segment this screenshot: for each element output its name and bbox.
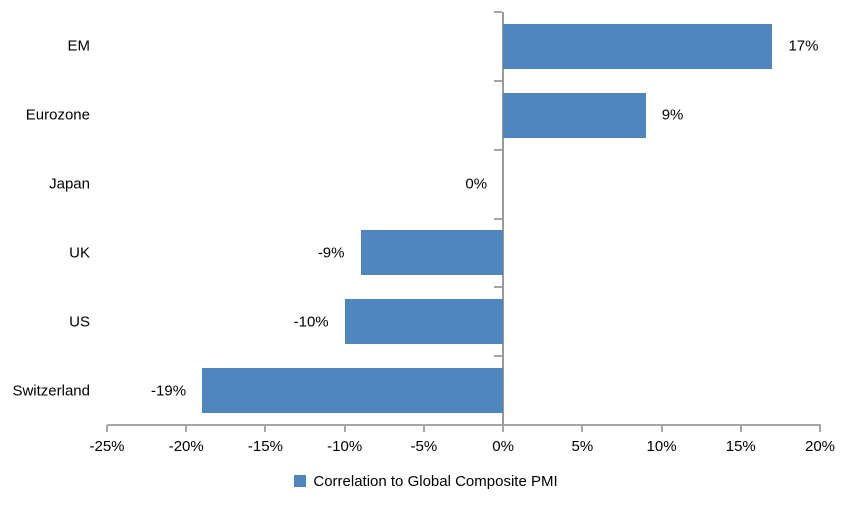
value-label: 17% <box>788 37 819 55</box>
bar <box>202 368 504 414</box>
x-axis-tick <box>106 425 108 432</box>
x-axis-line <box>107 424 821 426</box>
value-label: 9% <box>661 106 684 124</box>
bar <box>503 23 773 69</box>
x-axis-tick <box>739 425 742 432</box>
x-axis-tick <box>660 425 663 432</box>
y-axis-tick <box>494 424 503 426</box>
y-axis-tick <box>494 79 503 82</box>
bar <box>360 230 504 276</box>
x-axis-tick-label: -10% <box>327 438 363 455</box>
x-axis-tick-label: 10% <box>646 438 677 455</box>
x-axis-tick-label: -25% <box>89 438 125 455</box>
x-axis-tick-label: 15% <box>725 438 756 455</box>
y-axis-tick <box>494 355 503 358</box>
x-axis-tick <box>264 425 267 432</box>
x-axis-tick-label: 5% <box>571 438 594 455</box>
category-label: Japan <box>49 175 90 193</box>
x-axis-tick <box>343 425 346 432</box>
bar <box>344 299 504 345</box>
y-axis-tick <box>494 11 503 13</box>
value-label: -10% <box>293 313 329 331</box>
x-axis-tick-label: 0% <box>492 438 514 455</box>
value-label: 0% <box>465 175 488 193</box>
category-label: EM <box>67 37 91 55</box>
legend: Correlation to Global Composite PMI <box>0 470 852 492</box>
x-axis-tick <box>422 425 425 432</box>
x-axis-tick-label: -20% <box>168 438 204 455</box>
y-axis-tick <box>494 217 503 220</box>
legend-label: Correlation to Global Composite PMI <box>313 472 558 490</box>
x-axis-tick-label: 20% <box>804 438 836 455</box>
category-label: Switzerland <box>12 382 90 400</box>
y-axis-tick <box>494 286 503 289</box>
category-label: US <box>69 313 90 331</box>
legend-swatch-icon <box>294 475 307 487</box>
y-axis-tick <box>494 148 503 151</box>
category-label: Eurozone <box>25 106 90 124</box>
x-axis-tick-label: -15% <box>247 438 283 455</box>
value-label: -19% <box>151 382 187 400</box>
x-axis-tick <box>581 425 584 432</box>
x-axis-tick-label: -5% <box>410 438 438 455</box>
y-axis-line <box>502 12 505 425</box>
value-label: -9% <box>317 244 345 262</box>
bar <box>503 92 646 138</box>
x-axis-tick <box>185 425 188 432</box>
x-axis-tick <box>819 425 821 432</box>
category-label: UK <box>69 244 90 262</box>
x-axis-tick <box>502 425 505 432</box>
